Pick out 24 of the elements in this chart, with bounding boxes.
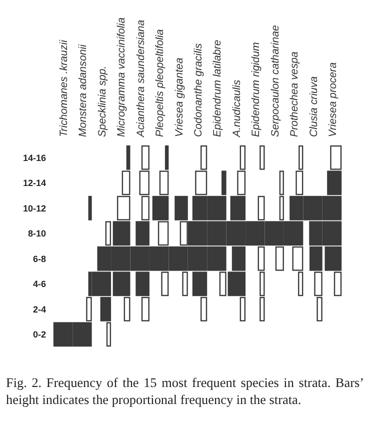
chart-title: A.nudicaulis	[230, 79, 243, 138]
chart-title: Acianthera saundersiana	[134, 20, 147, 138]
chart-title: Epidendrum rigidum	[250, 42, 262, 137]
y-tick-label: 4-6	[32, 279, 46, 290]
chart-title: Trichomanes .krauzii	[58, 39, 70, 137]
y-tick-label: 8-10	[28, 228, 46, 239]
chart-title: Clusia criuva	[308, 76, 320, 137]
chart-title: Vriesea gigantea	[173, 58, 186, 137]
chart-title: Microgramma vaccinifolia	[116, 17, 128, 137]
chart-title: Serpocaulon catharinae	[269, 24, 282, 137]
chart-title: Pleopeltis pleopeltifolia	[154, 29, 166, 137]
chart-title: Epidendrum latilabre	[212, 40, 224, 137]
chart-title: Vriesea procera	[327, 62, 339, 137]
y-tick-label: 12-14	[22, 178, 46, 188]
y-tick-label: 14-16	[22, 152, 46, 163]
y-tick-label: 2-4	[32, 304, 46, 314]
chart-title: Prothechea vespa	[288, 51, 301, 137]
caption: Fig. 2. Frequency of the 15 most frequent species in strata. Bars’ height indicates the proportional frequency in the strata.	[6, 374, 364, 408]
chart-title: Monstera adansonii	[77, 44, 90, 137]
chart-title: Codonanthe gracilis	[192, 42, 204, 137]
y-tick-label: 10-12	[22, 203, 46, 214]
chart-title: Specklinia spp.	[96, 66, 108, 137]
y-tick-label: 0-2	[32, 330, 46, 340]
y-tick-label: 6-8	[32, 254, 46, 264]
